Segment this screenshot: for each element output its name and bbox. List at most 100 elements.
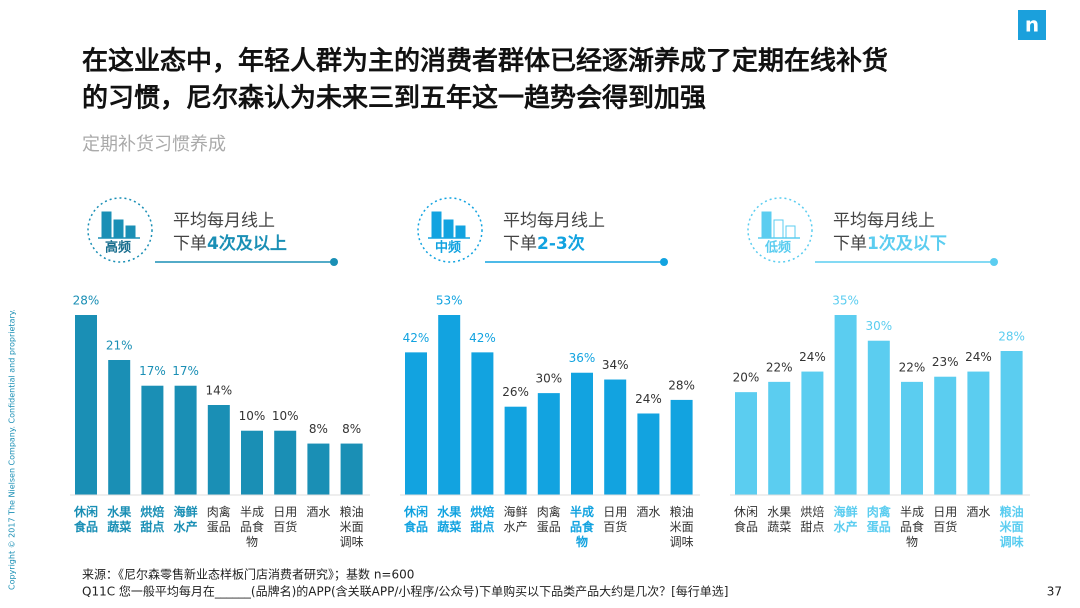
x-tick-label: 酒水 bbox=[966, 505, 990, 519]
x-tick-label: 日用百货 bbox=[603, 505, 627, 534]
bar bbox=[438, 315, 461, 495]
badge-ring bbox=[747, 197, 813, 263]
bar bbox=[307, 443, 330, 495]
x-tick-label: 粮油米面调味 bbox=[340, 504, 364, 549]
header-line: 下单4次及以上 bbox=[173, 233, 287, 254]
source: 来源：《尼尔森零售新业态样板门店消费者研究》；基数 n=600 bbox=[82, 567, 414, 582]
value-label: 53% bbox=[436, 294, 463, 308]
header-line: 平均每月线上 bbox=[173, 211, 275, 231]
x-tick-label: 酒水 bbox=[636, 505, 660, 519]
value-label: 28% bbox=[73, 294, 100, 308]
value-label: 17% bbox=[139, 364, 166, 378]
header-dot bbox=[660, 258, 668, 266]
bar bbox=[340, 443, 363, 495]
badge-icon bbox=[125, 225, 136, 239]
bar bbox=[867, 340, 890, 495]
x-tick-label: 烘焙甜点 bbox=[800, 504, 824, 534]
value-label: 20% bbox=[733, 371, 760, 385]
badge-label: 中频 bbox=[435, 240, 461, 256]
bar bbox=[174, 385, 197, 495]
bar bbox=[571, 372, 593, 495]
bar bbox=[274, 430, 297, 495]
value-label: 24% bbox=[965, 350, 992, 364]
x-tick-label: 休闲食品 bbox=[73, 504, 98, 534]
x-tick-label: 肉禽蛋品 bbox=[867, 504, 892, 534]
badge-label: 高频 bbox=[105, 240, 131, 256]
logo: n bbox=[1025, 13, 1039, 37]
value-label: 26% bbox=[502, 385, 529, 399]
x-tick-label: 休闲食品 bbox=[734, 505, 758, 534]
bar bbox=[471, 352, 494, 495]
badge-icon bbox=[101, 211, 112, 239]
header-dot bbox=[330, 258, 338, 266]
bar bbox=[504, 406, 527, 495]
bar bbox=[934, 376, 957, 495]
bar bbox=[967, 371, 990, 495]
subtitle: 定期补货习惯养成 bbox=[82, 134, 226, 155]
value-label: 28% bbox=[998, 330, 1025, 344]
x-tick-label: 肉禽蛋品 bbox=[207, 504, 231, 534]
value-label: 23% bbox=[932, 355, 959, 369]
x-tick-label: 粮油米面调味 bbox=[670, 504, 694, 549]
value-label: 14% bbox=[205, 384, 232, 398]
x-tick-label: 水果蔬菜 bbox=[437, 504, 461, 534]
value-label: 21% bbox=[106, 339, 133, 353]
value-label: 36% bbox=[569, 351, 596, 365]
header-line: 下单1次及以下 bbox=[833, 233, 947, 254]
x-tick-label: 休闲食品 bbox=[403, 504, 428, 534]
value-label: 30% bbox=[535, 372, 562, 386]
value-label: 8% bbox=[309, 422, 328, 436]
value-label: 42% bbox=[403, 331, 430, 345]
value-label: 22% bbox=[899, 360, 926, 374]
x-tick-label: 烘焙甜点 bbox=[140, 504, 164, 534]
header-line: 平均每月线上 bbox=[833, 211, 935, 231]
value-label: 10% bbox=[239, 409, 266, 423]
bar bbox=[537, 393, 560, 495]
x-tick-label: 烘焙甜点 bbox=[470, 504, 494, 534]
x-tick-label: 半成品食物 bbox=[240, 505, 264, 549]
value-label: 28% bbox=[668, 378, 695, 392]
copyright: Copyright © 2017 The Nielsen Company. Co… bbox=[8, 309, 17, 590]
badge-icon bbox=[761, 211, 772, 239]
x-tick-label: 水果蔬菜 bbox=[767, 505, 791, 534]
header-line: 平均每月线上 bbox=[503, 211, 605, 231]
value-label: 10% bbox=[272, 409, 299, 423]
x-tick-label: 粮油米面调味 bbox=[1000, 504, 1024, 549]
header-emphasis: 1次及以下 bbox=[867, 233, 947, 254]
value-label: 24% bbox=[635, 392, 662, 406]
badge-icon bbox=[431, 211, 442, 239]
bar bbox=[241, 430, 263, 495]
badge-icon bbox=[443, 219, 454, 239]
value-label: 22% bbox=[766, 360, 793, 374]
x-tick-label: 肉禽蛋品 bbox=[537, 504, 561, 534]
bar bbox=[604, 379, 627, 495]
bar bbox=[405, 352, 427, 495]
bar bbox=[108, 360, 131, 495]
header-emphasis: 2-3次 bbox=[537, 233, 585, 254]
value-label: 8% bbox=[342, 422, 361, 436]
badge-ring bbox=[87, 197, 153, 263]
bar bbox=[901, 381, 923, 495]
bar bbox=[801, 371, 824, 495]
header-prefix: 下单 bbox=[833, 234, 867, 254]
x-tick-label: 半成品食物 bbox=[900, 505, 924, 549]
value-label: 34% bbox=[602, 358, 629, 372]
bar bbox=[735, 392, 757, 495]
logo-box bbox=[1018, 10, 1046, 40]
title: 在这业态中，年轻人群为主的消费者群体已经逐渐养成了定期在线补货 bbox=[82, 46, 888, 77]
bar bbox=[207, 405, 230, 495]
badge-icon bbox=[113, 219, 124, 239]
header-prefix: 下单 bbox=[503, 234, 537, 254]
x-tick-label: 海鲜水产 bbox=[504, 504, 528, 534]
x-tick-label: 酒水 bbox=[306, 505, 330, 519]
page-number: 37 bbox=[1047, 585, 1062, 599]
header-emphasis: 4次及以上 bbox=[207, 233, 287, 254]
bar bbox=[670, 399, 693, 495]
x-tick-label: 半成品食物 bbox=[570, 504, 595, 549]
x-tick-label: 水果蔬菜 bbox=[107, 504, 131, 534]
x-tick-label: 日用百货 bbox=[273, 505, 297, 534]
bar bbox=[1000, 351, 1023, 495]
value-label: 17% bbox=[172, 364, 199, 378]
x-tick-label: 日用百货 bbox=[933, 505, 957, 534]
